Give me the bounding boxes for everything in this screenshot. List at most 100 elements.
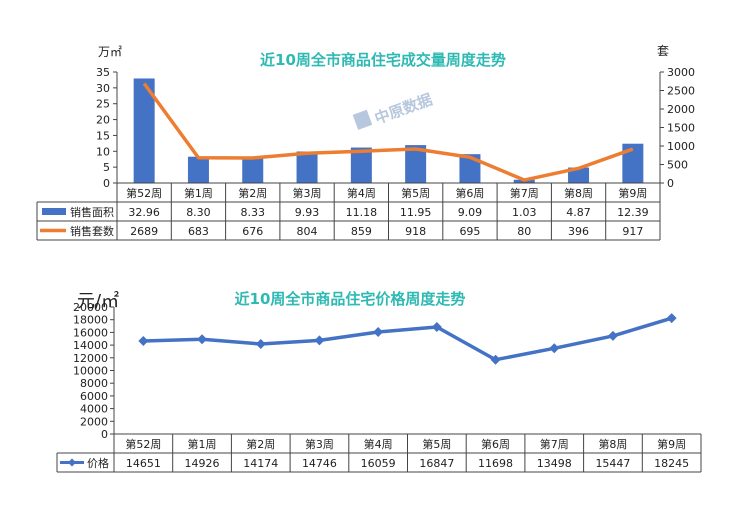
chart1-legend-bar-key xyxy=(42,208,66,215)
chart1-line-value-label: 917 xyxy=(622,225,643,238)
chart1-line-value-label: 804 xyxy=(297,225,318,238)
chart2-tick-label: 6000 xyxy=(80,390,108,403)
chart1-right-tick-label: 500 xyxy=(667,159,688,172)
watermark: 中原数据 xyxy=(352,90,435,130)
chart1-category-label: 第2周 xyxy=(238,186,267,200)
chart1-bar-value-label: 9.93 xyxy=(295,206,320,219)
chart1-line-value-label: 676 xyxy=(242,225,263,238)
chart1-category-label: 第5周 xyxy=(401,186,430,200)
chart2-point-marker xyxy=(431,322,442,333)
chart1-line-value-label: 918 xyxy=(405,225,426,238)
chart2-point-marker xyxy=(490,354,501,365)
chart1-bar-value-label: 11.18 xyxy=(346,206,378,219)
chart1-left-tick-label: 15 xyxy=(96,129,110,142)
chart2-category-label: 第3周 xyxy=(305,437,334,451)
chart2-value-label: 16059 xyxy=(361,457,396,470)
chart2-category-label: 第52周 xyxy=(125,437,161,451)
chart2-tick-label: 2000 xyxy=(80,415,108,428)
chart2-title: 近10周全市商品住宅价格周度走势 xyxy=(235,290,466,308)
chart1-category-label: 第52周 xyxy=(126,186,162,200)
chart1-line-value-label: 80 xyxy=(517,225,531,238)
chart2-tick-label: 20000 xyxy=(73,301,108,314)
chart1-category-label: 第9周 xyxy=(618,186,647,200)
chart1-right-tick-label: 2500 xyxy=(667,85,695,98)
chart2-point-marker xyxy=(314,335,325,346)
chart2-tick-label: 18000 xyxy=(73,314,108,327)
chart2-tick-label: 12000 xyxy=(73,352,108,365)
watermark-text: 中原数据 xyxy=(372,90,435,127)
chart2-legend-label: 价格 xyxy=(87,456,109,470)
chart1-left-unit: 万㎡ xyxy=(98,45,122,59)
chart2-value-label: 14651 xyxy=(126,457,161,470)
chart1-bar xyxy=(405,145,427,183)
chart2-value-label: 11698 xyxy=(478,457,513,470)
chart2-point-marker xyxy=(255,338,266,349)
chart1-category-label: 第4周 xyxy=(347,186,376,200)
chart2-value-label: 15447 xyxy=(595,457,630,470)
chart1-bar xyxy=(187,156,209,183)
chart2-tick-label: 10000 xyxy=(73,365,108,378)
chart2-value-label: 18245 xyxy=(654,457,689,470)
chart2-point-marker xyxy=(138,335,149,346)
chart1-bar-value-label: 8.33 xyxy=(241,206,266,219)
chart1-right-unit: 套 xyxy=(657,44,669,58)
chart2-value-label: 14746 xyxy=(302,457,337,470)
chart1-bar-value-label: 32.96 xyxy=(128,206,160,219)
chart1-line-value-label: 396 xyxy=(568,225,589,238)
chart1-category-label: 第7周 xyxy=(510,186,539,200)
chart1-bar-value-label: 9.09 xyxy=(458,206,483,219)
chart1-bar-value-label: 12.39 xyxy=(617,206,649,219)
chart1-legend-bar-label: 销售面积 xyxy=(70,205,114,219)
chart2-point-marker xyxy=(549,343,560,354)
chart2-legend-marker-key xyxy=(68,458,76,467)
chart1-right-tick-label: 0 xyxy=(667,177,674,190)
chart2-tick-label: 14000 xyxy=(73,339,108,352)
chart1-bar xyxy=(568,167,590,183)
chart2-category-label: 第8周 xyxy=(598,437,627,451)
chart1-bar-value-label: 8.30 xyxy=(186,206,211,219)
chart2-category-label: 第7周 xyxy=(540,437,569,451)
chart1-category-label: 第1周 xyxy=(184,186,213,200)
chart1-line-value-label: 859 xyxy=(351,225,372,238)
chart1-left-tick-label: 25 xyxy=(96,98,110,111)
chart1-legend-line-label: 销售套数 xyxy=(70,224,114,238)
chart2-category-label: 第4周 xyxy=(364,437,393,451)
chart2-category-label: 第1周 xyxy=(188,437,217,451)
chart1-right-tick-label: 3000 xyxy=(667,66,695,79)
chart1-bar xyxy=(133,78,155,183)
chart1-right-tick-label: 2000 xyxy=(667,103,695,116)
chart2-category-label: 第5周 xyxy=(422,437,451,451)
chart1-left-tick-label: 5 xyxy=(103,161,110,174)
chart1-right-tick-label: 1000 xyxy=(667,140,695,153)
chart1-category-label: 第3周 xyxy=(293,186,322,200)
chart1-category-label: 第6周 xyxy=(455,186,484,200)
chart1-bar xyxy=(622,143,644,183)
chart1-left-tick-label: 10 xyxy=(96,145,110,158)
chart1-title: 近10周全市商品住宅成交量周度走势 xyxy=(260,51,506,69)
chart2-point-marker xyxy=(197,334,208,345)
chart1-bar xyxy=(242,156,264,183)
chart1-left-tick-label: 35 xyxy=(96,66,110,79)
chart1-bar xyxy=(350,147,372,183)
chart1-line-value-label: 2689 xyxy=(130,225,158,238)
chart1-bar-value-label: 11.95 xyxy=(400,206,432,219)
chart2-tick-label: 4000 xyxy=(80,403,108,416)
chart2-category-label: 第6周 xyxy=(481,437,510,451)
chart1-line-value-label: 695 xyxy=(459,225,480,238)
chart1-bar xyxy=(296,151,318,183)
chart1-right-tick-label: 1500 xyxy=(667,122,695,135)
chart1-category-label: 第8周 xyxy=(564,186,593,200)
chart1-line-value-label: 683 xyxy=(188,225,209,238)
chart2-unit: 元/㎡ xyxy=(77,290,119,312)
chart1-left-tick-label: 30 xyxy=(96,82,110,95)
watermark-logo-icon xyxy=(352,109,373,130)
chart2-point-marker xyxy=(666,313,677,324)
chart1-left-tick-label: 20 xyxy=(96,114,110,127)
chart2-point-marker xyxy=(373,327,384,338)
chart1-bar-value-label: 4.87 xyxy=(566,206,591,219)
chart2-tick-label: 8000 xyxy=(80,377,108,390)
chart2-line-series xyxy=(143,316,673,362)
chart2-value-label: 14926 xyxy=(185,457,220,470)
